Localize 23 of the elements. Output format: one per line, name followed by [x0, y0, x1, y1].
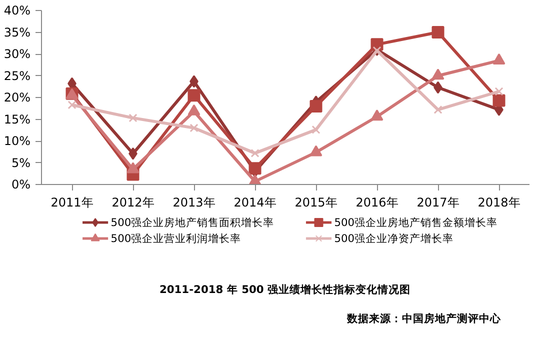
- y-tick-label: 35%: [4, 25, 30, 40]
- legend-label: 500强企业净资产增长率: [334, 232, 454, 245]
- legend-label: 500强企业房地产销售面积增长率: [110, 216, 274, 229]
- x-tick-label: 2011年: [50, 196, 94, 210]
- y-tick-label: 0%: [11, 178, 31, 192]
- x-tick-label: 2017年: [416, 196, 460, 210]
- x-tick-label: 2013年: [172, 196, 216, 210]
- legend-label: 500强企业营业利润增长率: [110, 232, 242, 245]
- text: 2011-2018 年 500 强业绩增长性指标变化情况图: [159, 283, 411, 296]
- y-tick-label: 40%: [4, 4, 30, 18]
- x-tick-label: 2018年: [478, 196, 520, 210]
- legend-label: 500强企业房地产销售金额增长率: [334, 216, 498, 229]
- y-tick-label: 5%: [11, 156, 31, 170]
- source-note: 数据来源：中国房地产测评中心: [346, 312, 502, 325]
- y-tick-label: 30%: [4, 47, 30, 61]
- y-tick-label: 10%: [4, 134, 30, 148]
- x-tick-label: 2014年: [234, 196, 276, 210]
- y-tick-label: 15%: [4, 112, 30, 126]
- x-tick-label: 2016年: [356, 196, 398, 210]
- y-tick-label: 20%: [4, 90, 30, 104]
- y-tick-label: 25%: [4, 68, 30, 83]
- x-tick-label: 2015年: [294, 196, 338, 210]
- x-tick-label: 2012年: [112, 196, 154, 210]
